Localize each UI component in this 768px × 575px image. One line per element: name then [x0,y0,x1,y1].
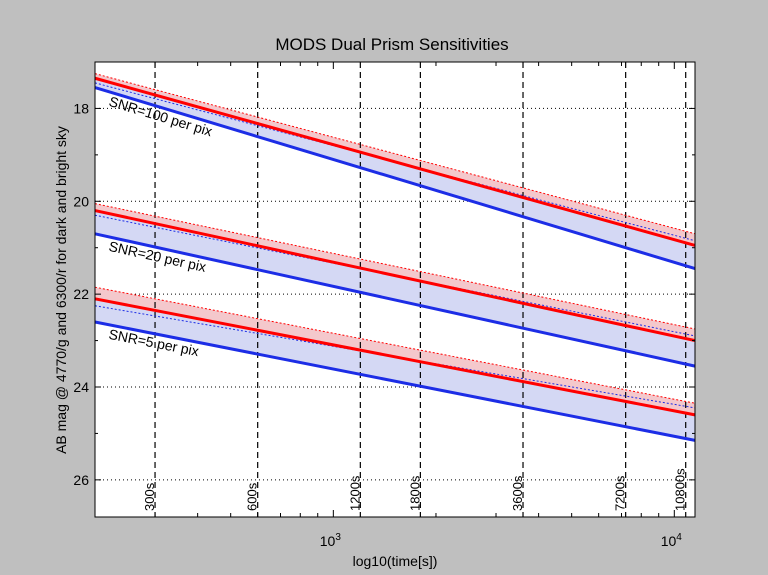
plot-frame [94,61,696,518]
red-dotted-line [94,73,696,235]
y-tick-label: 22 [73,286,89,302]
time-marker-label: 300s [142,482,157,511]
y-axis-label: AB mag @ 4770/g and 6300/r for dark and … [53,126,69,454]
y-tick-label: 20 [73,193,89,209]
blue-band-fill [95,78,695,269]
red-solid-line [94,76,696,247]
blue-solid-line [94,320,696,442]
blue-band-fill [95,298,695,441]
time-marker-label: 3600s [510,475,525,511]
blue-solid-line [94,232,696,368]
blue-solid-line [94,86,696,271]
y-tick-label: 24 [73,379,89,395]
y-tick-label: 18 [73,100,89,116]
x-tick-label: 104 [661,532,683,549]
x-axis-label: log10(time[s]) [353,553,438,569]
red-band-fill [95,203,695,341]
red-band-fill [95,287,695,415]
series-lines [94,73,696,442]
time-marker-label: 1800s [407,475,422,511]
blue-dotted-line [94,82,696,242]
chart-title: MODS Dual Prism Sensitivities [275,35,508,54]
red-solid-line [94,297,696,417]
red-solid-line [94,209,696,343]
blue-band-fill [95,210,695,367]
red-dotted-line [94,286,696,404]
time-marker-label: 10800s [673,468,688,511]
time-marker-label: 600s [245,482,260,511]
time-marker-label: 1200s [347,475,362,511]
y-tick-label: 26 [73,472,89,488]
x-tick-label: 103 [320,532,342,549]
time-marker-label: 7200s [613,475,628,511]
axis-ticks: 18 20 22 24 26 103 104 [73,61,695,549]
